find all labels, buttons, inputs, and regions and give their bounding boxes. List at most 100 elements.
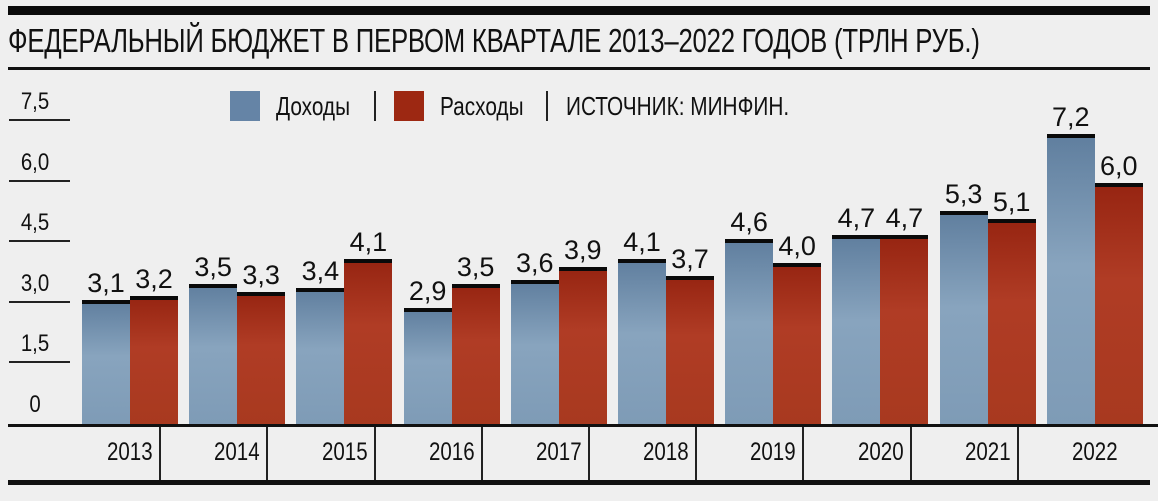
bar-cap [82, 299, 130, 304]
bottom-rule [8, 480, 1150, 485]
y-tick-line [9, 119, 70, 121]
expense-bar-2022 [1094, 182, 1143, 425]
expense-bar-2017 [558, 267, 607, 425]
title-rule [8, 67, 1150, 70]
x-tick-label: 2017 [535, 438, 582, 466]
expense-bar-2021 [987, 218, 1036, 425]
bar-cap [939, 210, 988, 215]
bar-cap [296, 287, 345, 292]
y-tick-line [9, 361, 70, 364]
value-label: 4,7 [837, 203, 876, 234]
value-label: 4,6 [730, 207, 768, 238]
y-tick-label: 4,5 [20, 209, 50, 237]
bar-cap [344, 259, 393, 264]
legend-separator [374, 91, 376, 121]
value-label: 3,5 [194, 251, 232, 282]
bar-cap [237, 291, 286, 296]
x-tick-label: 2020 [857, 438, 904, 466]
value-label: 3,9 [564, 235, 602, 266]
x-divider [909, 427, 912, 480]
value-label: 3,2 [135, 263, 173, 294]
x-divider [373, 427, 376, 480]
value-label: 4,7 [885, 203, 924, 234]
bar-cap [1094, 182, 1143, 187]
y-tick-label: 6,0 [20, 148, 50, 176]
x-tick-label: 2013 [107, 438, 153, 466]
value-label: 4,1 [349, 227, 388, 258]
income-bar-2016 [403, 307, 452, 425]
y-tick-line [9, 179, 70, 182]
income-bar-2019 [725, 239, 774, 425]
bar-cap [189, 283, 238, 288]
value-label: 5,3 [944, 178, 983, 209]
value-label: 3,7 [671, 243, 709, 274]
bar-cap [832, 235, 881, 240]
bar-cap [558, 267, 607, 272]
x-divider [1016, 427, 1019, 480]
expense-bar-2018 [666, 275, 714, 425]
value-label: 7,2 [1052, 102, 1090, 133]
y-tick-label: 0 [29, 391, 41, 418]
income-bar-2013 [82, 299, 130, 425]
bar-cap [403, 307, 452, 312]
legend-swatch-income [230, 91, 260, 121]
value-label: 3,4 [301, 255, 340, 286]
income-bar-2018 [618, 259, 666, 425]
expense-bar-2020 [880, 235, 929, 425]
value-label: 2,9 [408, 275, 447, 306]
legend-label-income: Доходы [276, 90, 351, 121]
x-tick-label: 2019 [750, 438, 796, 466]
y-tick-label: 3,0 [20, 269, 50, 297]
value-label: 3,6 [516, 247, 554, 278]
x-divider [802, 427, 805, 480]
x-tick-label: 2014 [214, 438, 260, 466]
x-tick-label: 2016 [428, 438, 475, 466]
value-label: 3,5 [456, 251, 495, 282]
legend: Доходы Расходы ИСТОЧНИК: МИНФИН. [230, 88, 845, 124]
x-tick-label: 2021 [964, 438, 1011, 466]
income-bar-2020 [832, 235, 881, 425]
x-tick-label: 2015 [321, 438, 368, 466]
bar-cap [880, 235, 929, 240]
income-bar-2017 [510, 279, 559, 425]
expense-bar-2016 [451, 283, 500, 425]
expense-bar-2019 [773, 263, 822, 425]
value-label: 4,1 [623, 227, 661, 258]
bar-cap [451, 283, 500, 288]
top-rule [8, 6, 1150, 15]
legend-swatch-expense [394, 91, 424, 121]
value-label: 3,3 [242, 259, 280, 290]
x-divider [588, 427, 590, 480]
bar-cap [666, 275, 714, 280]
bar-cap [725, 239, 774, 244]
x-divider [266, 427, 269, 480]
x-tick-label: 2018 [643, 438, 689, 466]
legend-separator [546, 91, 548, 121]
expense-bar-2015 [344, 259, 393, 425]
y-tick-line [9, 300, 70, 303]
x-divider [159, 427, 162, 480]
y-tick-line [9, 240, 70, 243]
chart-title: ФЕДЕРАЛЬНЫЙ БЮДЖЕТ В ПЕРВОМ КВАРТАЛЕ 201… [8, 22, 980, 59]
x-axis-baseline [8, 424, 1158, 427]
bar-cap [773, 263, 822, 268]
income-bar-2014 [189, 283, 238, 425]
y-tick-label: 1,5 [20, 330, 50, 358]
value-label: 6,0 [1100, 150, 1138, 181]
income-bar-2021 [939, 210, 988, 425]
bar-cap [1046, 134, 1095, 139]
y-tick-label: 7,5 [20, 88, 50, 115]
legend-label-expense: Расходы [440, 90, 524, 121]
bar-cap [510, 279, 559, 284]
x-divider [480, 427, 483, 480]
bar-cap [618, 259, 666, 264]
value-label: 3,1 [87, 267, 125, 298]
expense-bar-2013 [130, 295, 178, 425]
x-tick-label: 2022 [1071, 438, 1118, 466]
bar-cap [130, 295, 178, 300]
income-bar-2022 [1046, 134, 1095, 425]
expense-bar-2014 [237, 291, 286, 425]
value-label: 4,0 [778, 231, 816, 262]
x-divider [695, 427, 698, 480]
income-bar-2015 [296, 287, 345, 425]
